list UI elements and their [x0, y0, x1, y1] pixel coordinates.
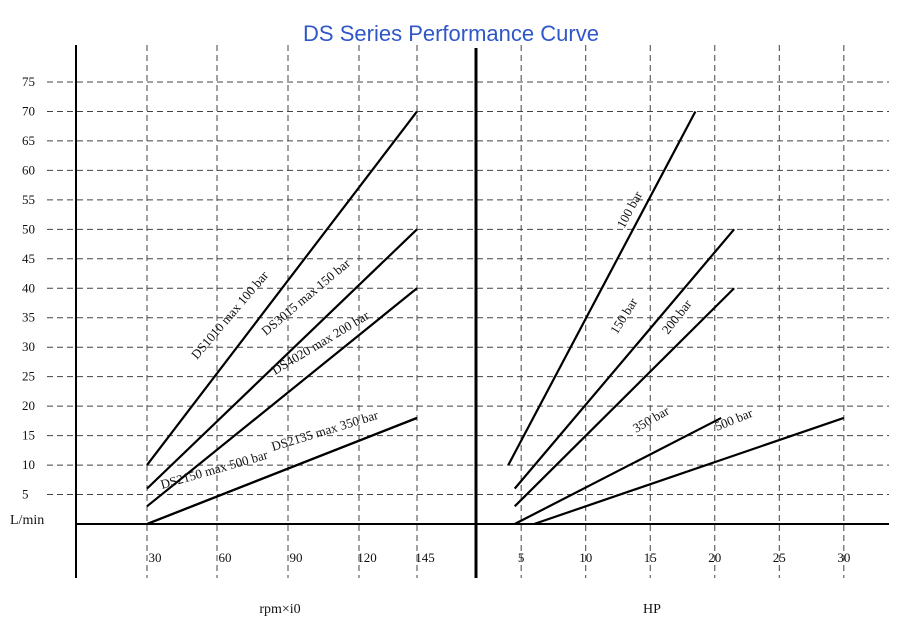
x-tick-label: 10 — [579, 550, 592, 565]
x-tick-label: 30 — [837, 550, 850, 565]
right-series-line-0 — [507, 110, 697, 466]
x-tick-label: 90 — [290, 550, 303, 565]
left-x-axis-label: rpm×i0 — [259, 602, 300, 617]
y-tick-label: 70 — [22, 103, 35, 118]
series-label-ds2135: DS2135 max 350 bar — [269, 407, 380, 454]
y-tick-label: 10 — [22, 457, 35, 472]
series-label-ds2150: DS2150 max 500 bar — [159, 447, 270, 492]
y-tick-label: 25 — [22, 369, 35, 384]
tick-labels: 5 10 15 20 25 30 35 40 45 50 55 60 65 70 75 30 60 90 120 14… — [22, 74, 850, 565]
y-tick-label: 65 — [22, 133, 35, 148]
right-series-line-3 — [514, 416, 722, 525]
x-tick-label: 120 — [357, 550, 377, 565]
right-series-line-2 — [513, 287, 735, 508]
series-label-100bar: 100 bar — [613, 188, 645, 230]
y-tick-label: 50 — [22, 221, 35, 236]
left-series-line-4 — [146, 416, 418, 526]
left-series-line-2 — [146, 287, 418, 508]
right-series-line-4 — [533, 416, 845, 526]
y-tick-label: 5 — [22, 487, 29, 502]
y-tick-label: 60 — [22, 162, 35, 177]
x-tick-label: 15 — [644, 550, 657, 565]
y-tick-label: 75 — [22, 74, 35, 89]
y-tick-label: 40 — [22, 280, 35, 295]
series-label-350bar: 350 bar — [630, 403, 672, 436]
x-tick-label: 20 — [708, 550, 721, 565]
x-tick-label: 30 — [149, 550, 162, 565]
right-series-line-1 — [513, 228, 735, 490]
series-label-ds1010: DS1010 max 100 bar — [188, 267, 272, 362]
x-tick-label: 5 — [518, 550, 525, 565]
series-label-150bar: 150 bar — [607, 295, 641, 337]
y-tick-label: 15 — [22, 428, 35, 443]
series-label-200bar: 200 bar — [659, 296, 695, 337]
left-series-line-1 — [146, 228, 418, 490]
y-tick-label: 45 — [22, 251, 35, 266]
x-tick-label: 60 — [219, 550, 232, 565]
series-lines — [146, 110, 845, 526]
right-x-axis-label: HP — [643, 602, 661, 617]
y-tick-label: 55 — [22, 192, 35, 207]
y-tick-label: 20 — [22, 398, 35, 413]
chart-title: DS Series Performance Curve — [303, 21, 599, 46]
left-series-line-0 — [146, 110, 418, 466]
grid — [47, 45, 889, 578]
chart-frame — [75, 45, 889, 578]
y-axis-label: L/min — [10, 513, 44, 528]
x-tick-label: 25 — [773, 550, 786, 565]
series-label-500bar: 500 bar — [713, 405, 756, 434]
x-tick-label: 145 — [415, 550, 435, 565]
y-tick-label: 35 — [22, 310, 35, 325]
y-tick-label: 30 — [22, 339, 35, 354]
